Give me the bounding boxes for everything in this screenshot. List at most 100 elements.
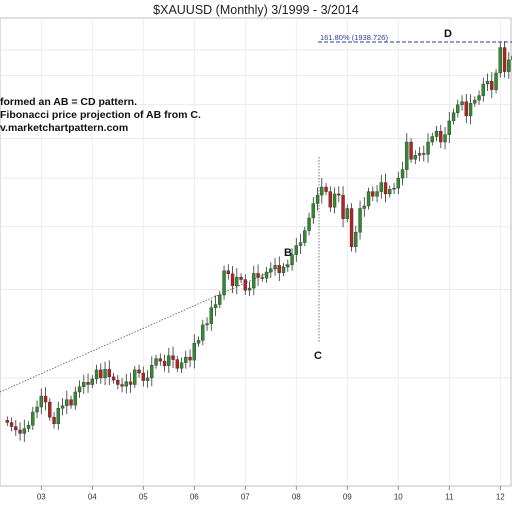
candle-body-up <box>379 182 383 192</box>
candle <box>502 41 507 78</box>
candle <box>371 186 375 202</box>
candle <box>99 363 103 384</box>
x-tick-label: 06 <box>190 493 199 502</box>
candle <box>141 366 146 387</box>
candle-body-up <box>481 83 485 96</box>
candle <box>396 171 400 195</box>
candle-body-up <box>145 377 150 381</box>
candle-body-up <box>485 80 490 85</box>
candle <box>14 420 18 436</box>
x-tick-label: 05 <box>139 493 148 502</box>
candle-body-up <box>307 217 311 231</box>
candle <box>451 108 456 125</box>
candle-body-down <box>141 372 146 381</box>
candle-body-down <box>99 369 103 379</box>
candle <box>349 203 354 252</box>
candle <box>290 248 294 271</box>
candle <box>179 357 184 374</box>
candle <box>413 150 417 165</box>
candle-body-up <box>154 358 158 366</box>
candle-body-up <box>235 276 239 287</box>
candle-body-up <box>290 254 294 265</box>
candle <box>366 187 371 210</box>
candle-body-up <box>447 120 451 135</box>
candle-body-up <box>358 208 362 233</box>
candle <box>434 126 439 142</box>
candle <box>345 204 349 223</box>
candle-body-up <box>375 191 379 197</box>
candle-body-up <box>311 203 315 219</box>
candle-body-up <box>39 395 43 408</box>
candle <box>481 77 485 102</box>
candle-body-down <box>43 395 48 403</box>
candle <box>171 346 175 369</box>
candle <box>145 370 150 388</box>
candle <box>485 73 490 92</box>
note-line-2: Fibonacci price projection of AB from C. <box>0 109 201 121</box>
candle <box>188 349 192 368</box>
note-line-1: formed an AB = CD pattern. <box>0 96 138 108</box>
candle <box>443 127 447 150</box>
candle-body-up <box>31 411 35 426</box>
candle <box>209 299 214 331</box>
candle <box>201 319 205 346</box>
candle <box>422 145 426 162</box>
candle-body-up <box>400 169 405 179</box>
candle <box>264 266 269 283</box>
candle <box>277 256 281 282</box>
candle <box>162 354 167 372</box>
candle-body-up <box>90 378 95 385</box>
candle <box>26 421 31 433</box>
candle <box>35 400 39 419</box>
candle <box>150 356 154 387</box>
x-axis-ticks: 03 04 05 06 07 08 09 10 11 12 <box>37 486 505 502</box>
candle-body-down <box>328 191 332 208</box>
candle-body-up <box>209 307 214 324</box>
candle <box>60 398 65 416</box>
candle-body-up <box>477 95 481 101</box>
candle-body-up <box>473 99 477 104</box>
point-label-b: B <box>284 247 292 259</box>
candle-body-up <box>150 364 154 379</box>
candle-body-up <box>60 405 65 409</box>
candle <box>82 374 86 394</box>
candle <box>354 225 358 253</box>
candle-body-down <box>107 369 112 378</box>
candle <box>226 264 231 280</box>
candle-body-down <box>226 270 231 274</box>
candle-body-up <box>179 362 184 369</box>
candle <box>473 96 477 107</box>
candle <box>128 372 133 393</box>
candle <box>120 378 124 393</box>
candle <box>477 90 481 105</box>
candle <box>430 132 434 146</box>
candle <box>328 186 332 212</box>
candle <box>490 72 494 99</box>
x-tick-label: 07 <box>241 493 250 502</box>
candle <box>341 186 345 228</box>
candle-body-down <box>409 141 413 160</box>
candle <box>94 364 99 384</box>
candle-body-up <box>218 294 222 305</box>
candle-body-up <box>124 381 129 387</box>
candle <box>73 386 78 410</box>
candle <box>192 334 197 369</box>
candle-body-up <box>362 205 366 209</box>
candle-body-up <box>456 104 460 113</box>
candle <box>213 295 218 317</box>
candle <box>460 95 464 111</box>
candle <box>137 364 141 378</box>
candle-body-down <box>337 193 341 196</box>
candle-body-down <box>490 80 494 90</box>
candle-body-up <box>247 287 252 291</box>
guide-lines <box>0 41 512 393</box>
x-tick-label: 11 <box>445 493 454 502</box>
candle-body-up <box>196 340 201 344</box>
candle <box>286 259 290 272</box>
note-line-3: v.marketchartpattern.com <box>0 122 129 134</box>
candle-body-up <box>65 399 69 406</box>
point-label-c: C <box>314 350 322 362</box>
candle <box>426 133 430 163</box>
fibonacci-label: 161.80% (1938.726) <box>320 33 388 42</box>
